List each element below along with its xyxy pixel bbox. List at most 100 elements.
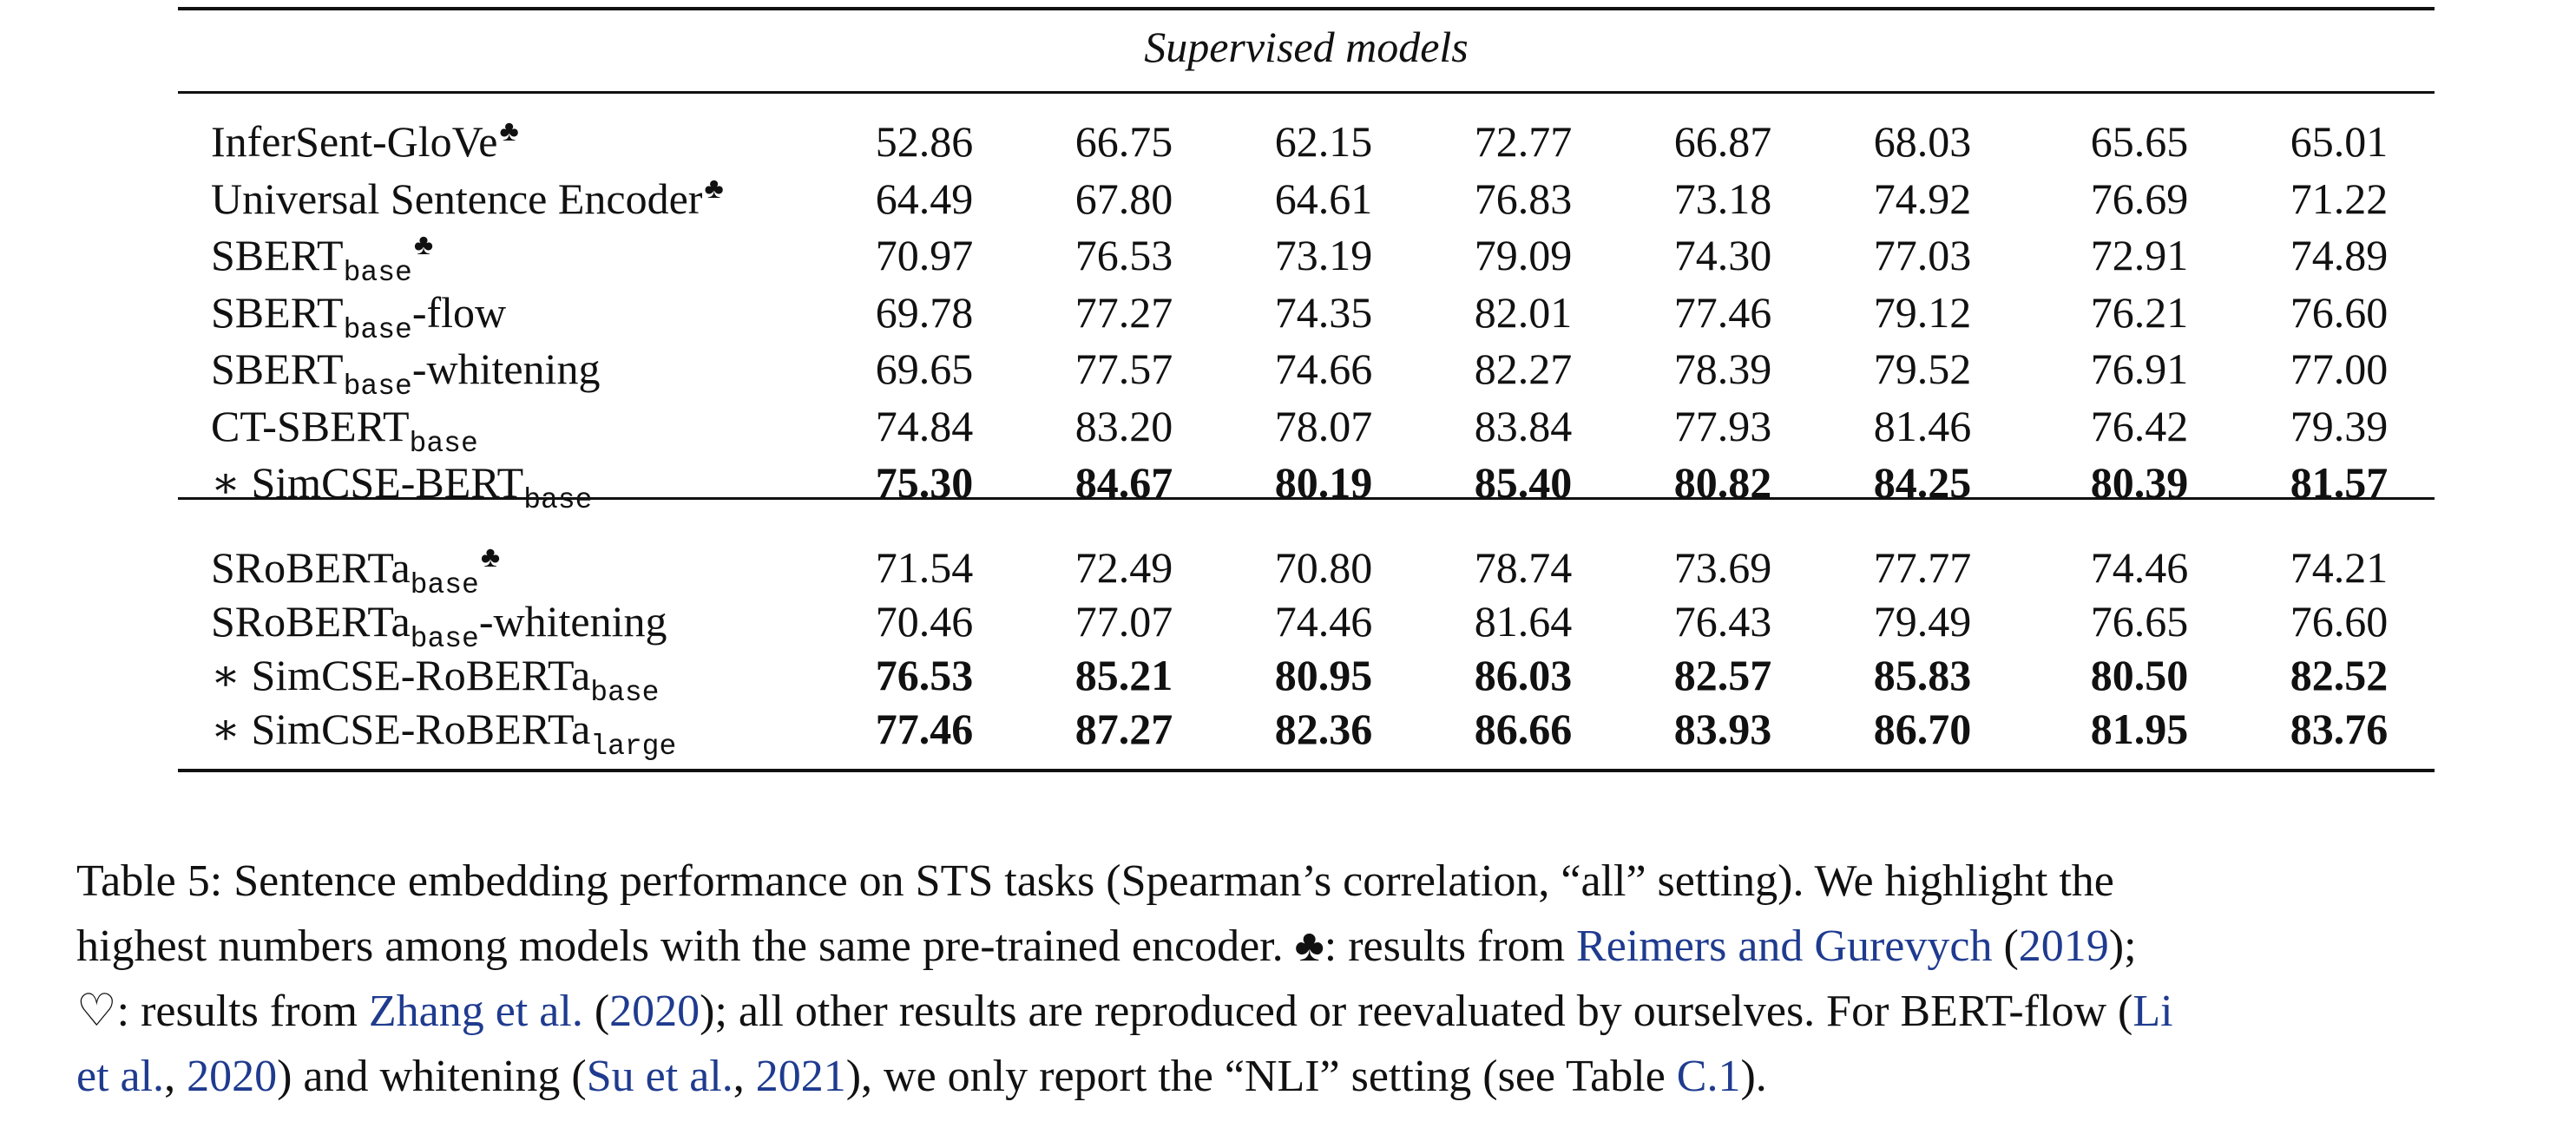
citation-link[interactable]: Reimers and Gurevych	[1576, 921, 1993, 971]
citation-link[interactable]: Li	[2132, 987, 2173, 1036]
score-cell: 70.97	[875, 231, 974, 279]
club-marker: ♣	[499, 115, 519, 148]
score-cell: 76.69	[2090, 174, 2189, 223]
caption-text: ), we only report the “NLI” setting (see…	[845, 1052, 1677, 1101]
score-cell: 76.83	[1474, 174, 1573, 223]
citation-link[interactable]: C.1	[1676, 1052, 1741, 1101]
caption-text: ); all other results are reproduced or r…	[700, 987, 2133, 1036]
score-cell: 65.01	[2290, 117, 2389, 166]
model-size-subscript: large	[590, 731, 677, 763]
score-cell: 83.76	[2290, 705, 2389, 753]
table-row: ∗ SimCSE-RoBERTalarge 77.46 87.27 82.36 86.6…	[0, 702, 2576, 763]
score-cell: 83.93	[1673, 705, 1772, 753]
model-name: SBERTbase-flow	[211, 285, 506, 347]
citation-link[interactable]: Su et al.	[586, 1052, 733, 1101]
score-cell: 80.82	[1673, 458, 1772, 507]
score-cell: 77.00	[2290, 344, 2389, 393]
model-size-subscript: base	[410, 623, 479, 655]
caption-line: highest numbers among models with the sa…	[76, 914, 2541, 979]
caption-text: (	[582, 987, 610, 1036]
model-name: InferSent-GloVe♣	[211, 115, 519, 174]
score-cell: 83.84	[1474, 401, 1573, 450]
model-name: ∗ SimCSE-RoBERTabase	[211, 648, 659, 710]
score-cell: 84.25	[1873, 458, 1972, 507]
score-cell: 82.57	[1673, 651, 1772, 699]
score-cell: 86.70	[1873, 705, 1972, 753]
score-cell: 79.49	[1873, 597, 1972, 646]
model-suffix: -whitening	[411, 344, 601, 393]
citation-link[interactable]: et al.	[76, 1052, 165, 1101]
score-cell: 82.27	[1474, 344, 1573, 393]
score-cell: 77.46	[875, 705, 974, 753]
model-prefix: ∗	[211, 651, 252, 699]
score-cell: 64.49	[875, 174, 974, 223]
table-row: ∗ SimCSE-RoBERTabase 76.53 85.21 80.95 86.03…	[0, 648, 2576, 709]
caption-text: ).	[1740, 1052, 1767, 1101]
group-separator-rule	[178, 497, 2435, 500]
score-cell: 76.43	[1673, 597, 1772, 646]
score-cell: 86.03	[1474, 651, 1573, 699]
model-name: SBERTbase♣	[211, 228, 433, 290]
score-cell: 77.57	[1074, 344, 1173, 393]
citation-link[interactable]: 2019	[2018, 921, 2109, 971]
score-cell: 71.54	[875, 543, 974, 592]
score-cell: 74.66	[1274, 344, 1373, 393]
score-cell: 74.21	[2290, 543, 2389, 592]
score-cell: 64.61	[1274, 174, 1373, 223]
table-row: Universal Sentence Encoder♣ 64.49 67.80 64.…	[0, 172, 2576, 226]
score-cell: 72.91	[2090, 231, 2189, 279]
model-name: ∗ SimCSE-BERTbase	[211, 456, 592, 517]
score-cell: 76.60	[2290, 287, 2389, 337]
table-row: SBERTbase-whitening 69.65 77.57 74.66 82.27 7…	[0, 342, 2576, 403]
score-cell: 74.92	[1873, 174, 1972, 223]
score-cell: 78.74	[1474, 543, 1573, 592]
caption-text: Table 5: Sentence embedding performance …	[76, 856, 2114, 906]
score-cell: 76.21	[2090, 287, 2189, 337]
citation-link[interactable]: 2020	[609, 987, 700, 1036]
model-size-subscript: base	[343, 313, 412, 346]
model-name-text: SimCSE-RoBERTa	[251, 651, 591, 699]
table-row: SRoBERTabase-whitening 70.46 77.07 74.46 81.…	[0, 594, 2576, 655]
score-cell: 82.36	[1274, 705, 1373, 753]
score-cell: 80.50	[2090, 651, 2189, 699]
score-cell: 74.89	[2290, 231, 2389, 279]
model-name: SRoBERTabase-whitening	[211, 594, 667, 656]
score-cell: 86.66	[1474, 705, 1573, 753]
score-cell: 76.65	[2090, 597, 2189, 646]
citation-link[interactable]: Zhang et al.	[368, 987, 583, 1036]
model-name-text: SBERT	[211, 231, 344, 279]
score-cell: 81.57	[2290, 458, 2389, 507]
model-name: SBERTbase-whitening	[211, 342, 600, 403]
caption-text: (	[1992, 921, 2019, 971]
score-cell: 74.84	[875, 401, 974, 450]
score-cell: 82.01	[1474, 287, 1573, 337]
model-suffix: -flow	[411, 287, 507, 337]
caption-text: ♡: results from	[76, 987, 369, 1036]
score-cell: 77.27	[1074, 287, 1173, 337]
score-cell: 78.39	[1673, 344, 1772, 393]
model-size-subscript: base	[523, 484, 593, 516]
score-cell: 72.49	[1074, 543, 1173, 592]
model-size-subscript: base	[409, 427, 478, 460]
score-cell: 68.03	[1873, 117, 1972, 166]
table-row: SRoBERTabase♣ 71.54 72.49 70.80 78.74 73.69 77…	[0, 541, 2576, 601]
citation-link[interactable]: 2021	[755, 1052, 846, 1101]
score-cell: 74.35	[1274, 287, 1373, 337]
model-size-subscript: base	[343, 371, 412, 403]
model-size-subscript: base	[410, 569, 479, 601]
citation-link[interactable]: 2020	[187, 1052, 278, 1101]
score-cell: 70.46	[875, 597, 974, 646]
score-cell: 76.53	[875, 651, 974, 699]
score-cell: 80.39	[2090, 458, 2189, 507]
model-name: SRoBERTabase♣	[211, 541, 500, 602]
model-size-subscript: base	[590, 677, 660, 709]
model-name: Universal Sentence Encoder♣	[211, 172, 724, 232]
score-cell: 79.09	[1474, 231, 1573, 279]
score-cell: 69.65	[875, 344, 974, 393]
score-cell: 83.20	[1074, 401, 1173, 450]
score-cell: 71.22	[2290, 174, 2389, 223]
score-cell: 73.69	[1673, 543, 1772, 592]
score-cell: 84.67	[1074, 458, 1173, 507]
score-cell: 76.60	[2290, 597, 2389, 646]
caption-text: );	[2108, 921, 2137, 971]
